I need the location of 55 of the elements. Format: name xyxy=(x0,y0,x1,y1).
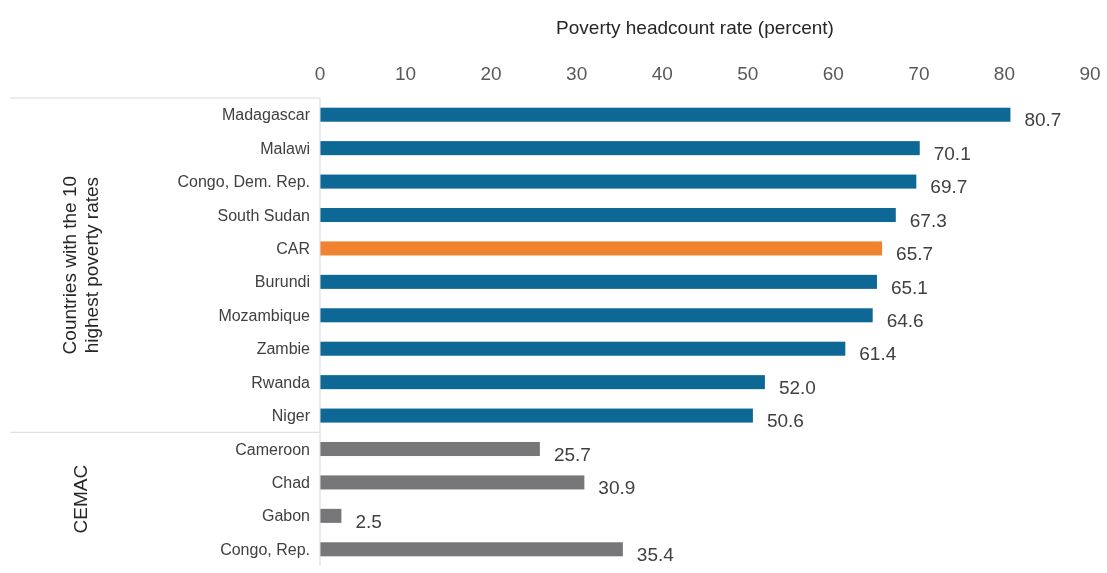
data-label: 64.6 xyxy=(886,309,924,331)
text: CEMAC xyxy=(69,464,91,534)
data-label: 35.4 xyxy=(636,543,675,565)
bar xyxy=(320,542,623,557)
text: Countries with the 10 highest poverty rates xyxy=(58,175,103,355)
y-tick-label: Mozambique xyxy=(218,306,311,324)
y-tick-label: Zambie xyxy=(256,340,311,358)
data-label: 69.7 xyxy=(930,176,968,198)
x-tick-label: 70 xyxy=(908,63,930,84)
data-label: 80.7 xyxy=(1024,109,1062,131)
y-tick-label: South Sudan xyxy=(217,206,310,224)
data-label: 65.1 xyxy=(890,276,928,298)
bar xyxy=(320,375,765,390)
y-tick-label: CAR xyxy=(276,240,310,258)
bar xyxy=(320,441,540,457)
y-tick-label: Niger xyxy=(271,407,311,425)
bar xyxy=(320,408,753,423)
bar xyxy=(320,341,846,356)
y-tick-label: Gabon xyxy=(261,507,310,525)
x-tick-label: 20 xyxy=(480,63,502,84)
data-label: 2.5 xyxy=(355,510,382,532)
bar xyxy=(320,274,877,289)
y-tick-label: Madagascar xyxy=(221,106,311,124)
bar xyxy=(320,475,585,490)
data-label: 67.3 xyxy=(909,209,947,231)
bar xyxy=(320,141,920,156)
y-tick-label: Congo, Dem. Rep. xyxy=(177,173,310,191)
bar xyxy=(320,174,917,189)
x-tick-label: 60 xyxy=(822,63,844,84)
data-label: 52.0 xyxy=(778,376,816,398)
data-label: 25.7 xyxy=(553,443,591,465)
y-tick-label: Malawi xyxy=(260,139,310,157)
bar xyxy=(320,308,873,323)
bar xyxy=(320,207,896,223)
x-tick-label: 40 xyxy=(651,63,673,84)
x-tick-label: 50 xyxy=(737,63,759,84)
data-label: 50.6 xyxy=(766,410,804,432)
x-tick-label: 10 xyxy=(394,63,417,84)
y-tick-label: Congo, Rep. xyxy=(220,540,310,558)
x-tick-label: 80 xyxy=(993,63,1016,84)
data-label: 65.7 xyxy=(896,243,934,265)
y-tick-label: Chad xyxy=(271,474,310,492)
y-tick-label: Cameroon xyxy=(235,440,310,458)
bar xyxy=(320,241,883,256)
data-label: 30.9 xyxy=(598,477,636,499)
data-label: 61.4 xyxy=(859,343,897,365)
data-label: 70.1 xyxy=(933,142,971,164)
x-tick-label: 90 xyxy=(1079,63,1101,84)
y-tick-label: Burundi xyxy=(254,273,310,291)
x-tick-label: 0 xyxy=(314,63,326,84)
y-tick-label: Rwanda xyxy=(251,373,311,391)
x-axis-title: Poverty headcount rate (percent) xyxy=(556,17,834,38)
x-tick-label: 30 xyxy=(566,63,588,84)
bar xyxy=(320,107,1011,122)
bar xyxy=(320,508,342,523)
